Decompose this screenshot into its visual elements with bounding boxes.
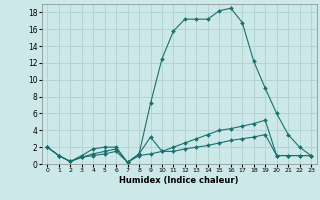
X-axis label: Humidex (Indice chaleur): Humidex (Indice chaleur) <box>119 176 239 185</box>
